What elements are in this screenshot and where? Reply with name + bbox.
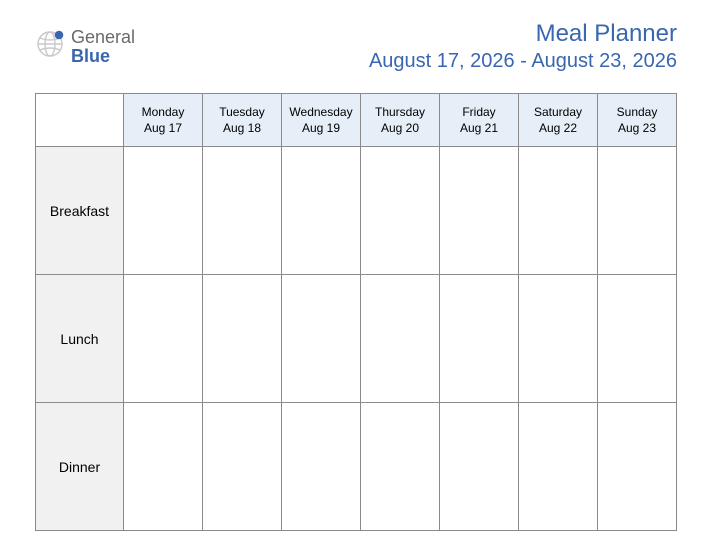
day-date: Aug 17	[144, 121, 182, 135]
meal-row-breakfast: Breakfast	[36, 147, 677, 275]
meal-cell[interactable]	[598, 403, 677, 531]
meal-cell[interactable]	[124, 147, 203, 275]
meal-planner-table: Monday Aug 17 Tuesday Aug 18 Wednesday A…	[35, 93, 677, 531]
day-name: Saturday	[534, 105, 582, 119]
meal-cell[interactable]	[440, 147, 519, 275]
meal-cell[interactable]	[440, 275, 519, 403]
meal-cell[interactable]	[282, 147, 361, 275]
meal-cell[interactable]	[440, 403, 519, 531]
day-name: Sunday	[617, 105, 658, 119]
day-date: Aug 23	[618, 121, 656, 135]
day-date: Aug 19	[302, 121, 340, 135]
day-header: Monday Aug 17	[124, 94, 203, 147]
day-name: Friday	[462, 105, 495, 119]
meal-cell[interactable]	[519, 403, 598, 531]
meal-header: Breakfast	[36, 147, 124, 275]
logo-word-blue: Blue	[71, 46, 110, 66]
meal-cell[interactable]	[598, 275, 677, 403]
day-date: Aug 20	[381, 121, 419, 135]
date-range: August 17, 2026 - August 23, 2026	[369, 50, 677, 73]
meal-cell[interactable]	[519, 147, 598, 275]
meal-cell[interactable]	[282, 275, 361, 403]
meal-cell[interactable]	[203, 403, 282, 531]
meal-cell[interactable]	[519, 275, 598, 403]
day-name: Monday	[142, 105, 185, 119]
meal-cell[interactable]	[203, 275, 282, 403]
meal-cell[interactable]	[361, 275, 440, 403]
header-row: Monday Aug 17 Tuesday Aug 18 Wednesday A…	[36, 94, 677, 147]
logo: General Blue	[35, 20, 135, 66]
meal-cell[interactable]	[124, 403, 203, 531]
meal-cell[interactable]	[361, 403, 440, 531]
meal-cell[interactable]	[282, 403, 361, 531]
meal-row-dinner: Dinner	[36, 403, 677, 531]
corner-cell	[36, 94, 124, 147]
globe-icon	[35, 29, 65, 64]
meal-cell[interactable]	[203, 147, 282, 275]
header-bar: General Blue Meal Planner August 17, 202…	[35, 20, 677, 73]
page-title: Meal Planner	[369, 20, 677, 48]
meal-row-lunch: Lunch	[36, 275, 677, 403]
day-date: Aug 22	[539, 121, 577, 135]
day-header: Saturday Aug 22	[519, 94, 598, 147]
meal-header: Dinner	[36, 403, 124, 531]
day-header: Thursday Aug 20	[361, 94, 440, 147]
logo-text: General Blue	[71, 28, 135, 66]
meal-cell[interactable]	[598, 147, 677, 275]
day-header: Tuesday Aug 18	[203, 94, 282, 147]
logo-word-general: General	[71, 27, 135, 47]
day-name: Wednesday	[289, 105, 352, 119]
day-name: Tuesday	[219, 105, 265, 119]
day-header: Wednesday Aug 19	[282, 94, 361, 147]
header-titles: Meal Planner August 17, 2026 - August 23…	[369, 20, 677, 73]
day-date: Aug 21	[460, 121, 498, 135]
day-date: Aug 18	[223, 121, 261, 135]
day-header: Friday Aug 21	[440, 94, 519, 147]
meal-cell[interactable]	[124, 275, 203, 403]
meal-header: Lunch	[36, 275, 124, 403]
day-name: Thursday	[375, 105, 425, 119]
meal-cell[interactable]	[361, 147, 440, 275]
day-header: Sunday Aug 23	[598, 94, 677, 147]
